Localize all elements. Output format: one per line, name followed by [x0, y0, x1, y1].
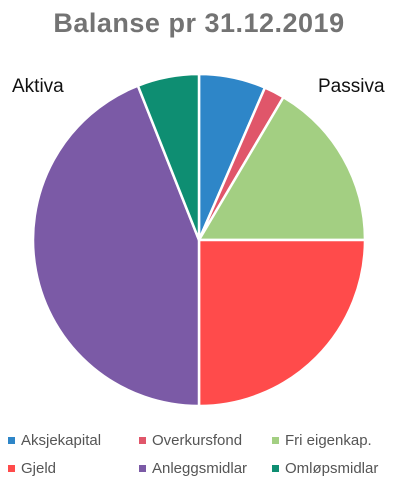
legend-item-0: Aksjekapital [8, 432, 101, 449]
legend-item-4: Anleggsmidlar [139, 460, 247, 477]
pie-chart [31, 72, 367, 408]
pie-slice-2 [197, 95, 367, 242]
pie-slice-5 [136, 72, 201, 242]
legend-item-5: Omløpsmidlar [272, 460, 378, 477]
chart-title: Balanse pr 31.12.2019 [53, 8, 345, 38]
legend-item-3: Gjeld [8, 460, 56, 477]
legend-swatch-4 [139, 465, 146, 472]
passiva-label: Passiva [318, 76, 385, 97]
legend-swatch-1 [139, 437, 146, 444]
legend-swatch-0 [8, 437, 15, 444]
chart-legend: Aksjekapital Overkursfond Fri eigenkap. Gje… [0, 428, 398, 482]
legend-label-2: Fri eigenkap. [285, 432, 372, 449]
pie-slice-3 [197, 238, 367, 408]
legend-label-3: Gjeld [21, 460, 57, 477]
legend-swatch-2 [272, 437, 279, 444]
legend-label-4: Anleggsmidlar [152, 460, 248, 477]
legend-swatch-5 [272, 465, 279, 472]
aktiva-label: Aktiva [12, 76, 64, 97]
legend-item-1: Overkursfond [139, 432, 242, 449]
legend-item-2: Fri eigenkap. [272, 432, 372, 449]
legend-label-5: Omløpsmidlar [285, 460, 379, 477]
pie-slice-4 [31, 84, 201, 408]
legend-swatch-3 [8, 465, 15, 472]
legend-label-0: Aksjekapital [21, 432, 102, 449]
legend-label-1: Overkursfond [152, 432, 243, 449]
